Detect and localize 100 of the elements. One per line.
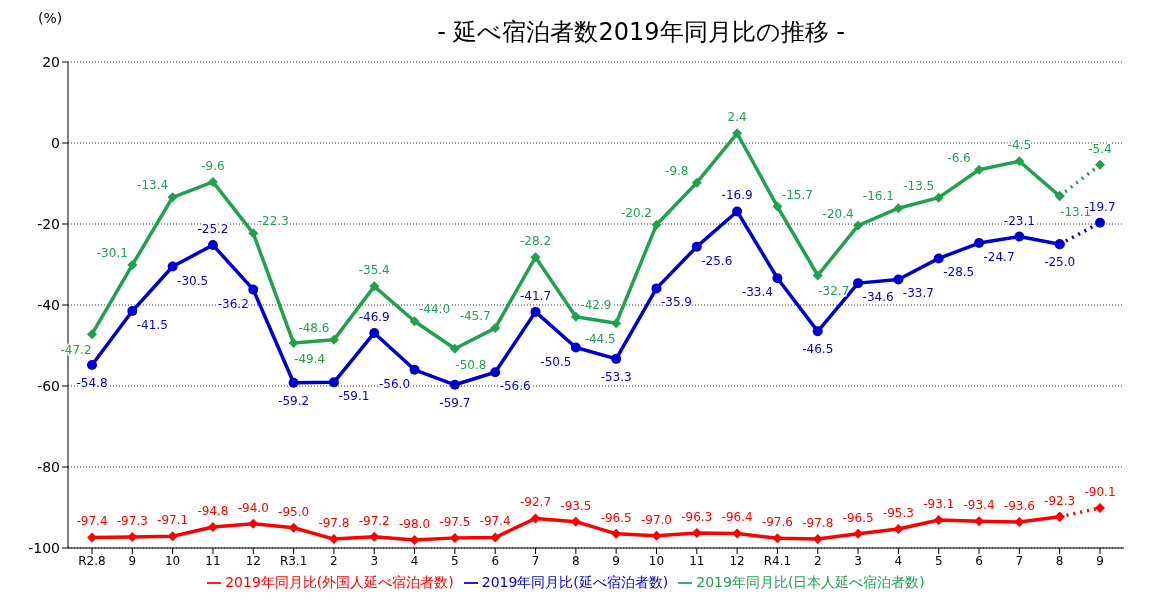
x-tick-label: 10 (648, 553, 665, 568)
y-tick-label: -100 (28, 539, 60, 556)
data-label: -44.5 (584, 332, 616, 347)
data-label: -15.7 (781, 187, 813, 202)
data-label: -9.6 (201, 158, 225, 173)
x-tick-label: 4 (894, 553, 903, 568)
data-label: -45.7 (459, 309, 491, 324)
x-tick-label: 5 (934, 553, 943, 568)
data-label: -46.9 (358, 309, 390, 324)
data-label: -96.5 (600, 510, 632, 525)
data-label: -13.5 (903, 178, 935, 193)
x-tick-label: 7 (1015, 553, 1024, 568)
data-label: -5.4 (1088, 141, 1112, 156)
data-label: -94.0 (237, 500, 269, 515)
data-label: -4.5 (1007, 138, 1032, 153)
data-label: -97.8 (802, 516, 834, 531)
x-tick-label: 3 (854, 553, 862, 568)
data-label: -97.1 (157, 513, 189, 528)
data-label: -53.3 (600, 369, 632, 384)
data-label: 2.4 (727, 110, 747, 125)
x-tick-label: R4.1 (763, 553, 792, 568)
x-tick-label: 12 (245, 553, 261, 568)
data-label: -59.7 (439, 395, 471, 410)
x-tick-label: 11 (689, 553, 705, 568)
data-label: -16.1 (862, 189, 894, 204)
data-label: -93.6 (1003, 499, 1035, 514)
data-label: -30.5 (177, 273, 209, 288)
x-tick-label: 9 (612, 553, 620, 568)
data-label: -97.2 (358, 513, 390, 528)
data-label: -35.9 (660, 295, 693, 310)
data-label: -32.7 (818, 284, 850, 299)
x-tick-label: 2 (813, 553, 822, 568)
x-tick-label: 10 (165, 553, 181, 568)
data-label: -95.0 (278, 504, 310, 519)
x-tick-label: 9 (128, 553, 137, 568)
x-tick-label: 8 (1055, 553, 1064, 568)
data-label: -96.4 (721, 510, 753, 525)
x-tick-label: 7 (531, 553, 540, 568)
data-label: -50.5 (540, 354, 572, 369)
data-label: -97.4 (479, 514, 511, 529)
data-label: -92.3 (1044, 493, 1076, 508)
data-label: -95.3 (882, 505, 914, 520)
y-tick-label: 20 (42, 53, 60, 70)
data-label: -96.5 (842, 510, 874, 525)
data-label: -34.6 (862, 290, 894, 305)
data-label: -16.9 (721, 188, 753, 203)
data-label: -54.8 (76, 375, 108, 390)
data-label: -24.7 (983, 250, 1015, 265)
y-tick-label: -40 (37, 296, 60, 313)
data-label: -44.0 (419, 302, 451, 317)
data-label: -25.2 (197, 222, 229, 237)
data-label: -49.4 (294, 352, 326, 367)
data-label: -97.3 (116, 514, 148, 529)
data-label: -90.1 (1084, 484, 1116, 499)
x-tick-label: 11 (205, 553, 221, 568)
data-label: -30.1 (96, 245, 128, 260)
data-label: -28.5 (943, 265, 975, 280)
data-label: -50.8 (455, 357, 487, 372)
data-label: -93.1 (923, 497, 955, 512)
x-tick-label: 9 (1096, 553, 1104, 568)
data-label: -46.5 (802, 342, 834, 357)
data-label: -97.8 (318, 516, 350, 531)
data-label: -9.8 (665, 163, 689, 178)
data-label: -59.1 (338, 389, 370, 404)
data-label: -41.7 (519, 288, 552, 303)
y-tick-label: -60 (37, 377, 60, 394)
data-label: -97.5 (439, 514, 471, 529)
data-label: -20.2 (620, 205, 653, 220)
y-axis-title: (%) (38, 10, 63, 26)
data-label: -42.9 (580, 297, 612, 312)
x-tick-label: 5 (451, 553, 459, 568)
data-label: -33.7 (902, 286, 934, 301)
legend-label: 2019年同月比(日本人延べ宿泊者数) (696, 574, 925, 590)
x-tick-label: 12 (729, 553, 745, 568)
x-tick-label: 8 (572, 553, 580, 568)
data-label: -97.0 (640, 512, 673, 527)
data-label: -59.2 (278, 393, 310, 408)
data-label: -23.1 (1003, 213, 1035, 228)
y-tick-label: -20 (37, 215, 60, 232)
data-label: -56.6 (499, 379, 531, 394)
data-label: -35.4 (358, 263, 390, 278)
x-tick-label: 6 (491, 553, 500, 568)
x-tick-label: 2 (330, 553, 338, 568)
data-label: -94.8 (197, 503, 229, 518)
data-label: -28.2 (519, 234, 552, 249)
data-label: -92.7 (519, 495, 552, 510)
y-tick-label: -80 (37, 458, 60, 475)
x-tick-label: 4 (410, 553, 419, 568)
x-tick-label: R3.1 (279, 553, 308, 568)
x-tick-label: 6 (975, 553, 983, 568)
x-tick-label: R2.8 (78, 553, 106, 568)
data-label: -97.6 (761, 515, 793, 530)
data-label: -25.6 (701, 253, 733, 268)
data-label: -6.6 (947, 150, 971, 165)
data-label: -97.4 (76, 514, 108, 529)
data-label: -48.6 (298, 320, 330, 335)
data-label: -56.0 (379, 376, 411, 391)
legend-label: 2019年同月比(延べ宿泊者数) (481, 574, 669, 590)
data-label: -20.4 (822, 206, 854, 221)
data-label: -98.0 (399, 516, 431, 531)
